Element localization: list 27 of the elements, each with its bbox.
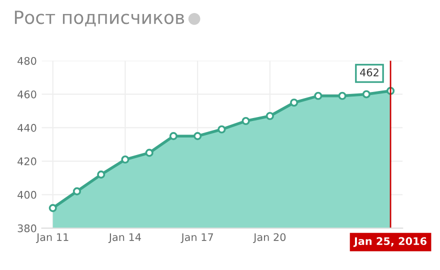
y-tick-label: 380 [18,224,36,232]
x-tick-label: Jan 14 [108,233,141,244]
ref-line-label: Jan 25, 2016 [353,237,426,247]
annotation: 462 [360,68,378,76]
point [218,125,226,134]
y-tick-label: 420 [18,157,36,166]
x-tick-label: Jan 17 [180,233,213,244]
point [97,170,106,179]
point [145,148,154,157]
point [48,204,57,212]
point [169,132,178,140]
x-tick-label: Jan 11 [36,233,68,244]
point [242,116,250,126]
point [266,112,274,120]
point [194,132,202,140]
y-tick-label: 400 [18,190,36,199]
y-tick-label: 480 [18,56,36,65]
point [362,90,370,98]
y-tick-label: 460 [18,90,36,98]
chart-title: Рост подписчиков [14,10,184,26]
point [290,98,298,107]
point [72,187,82,196]
y-tick-label: 440 [18,124,36,132]
point [314,92,322,100]
point [121,155,130,164]
x-tick-label: Jan 20 [253,233,286,244]
point [338,92,346,100]
